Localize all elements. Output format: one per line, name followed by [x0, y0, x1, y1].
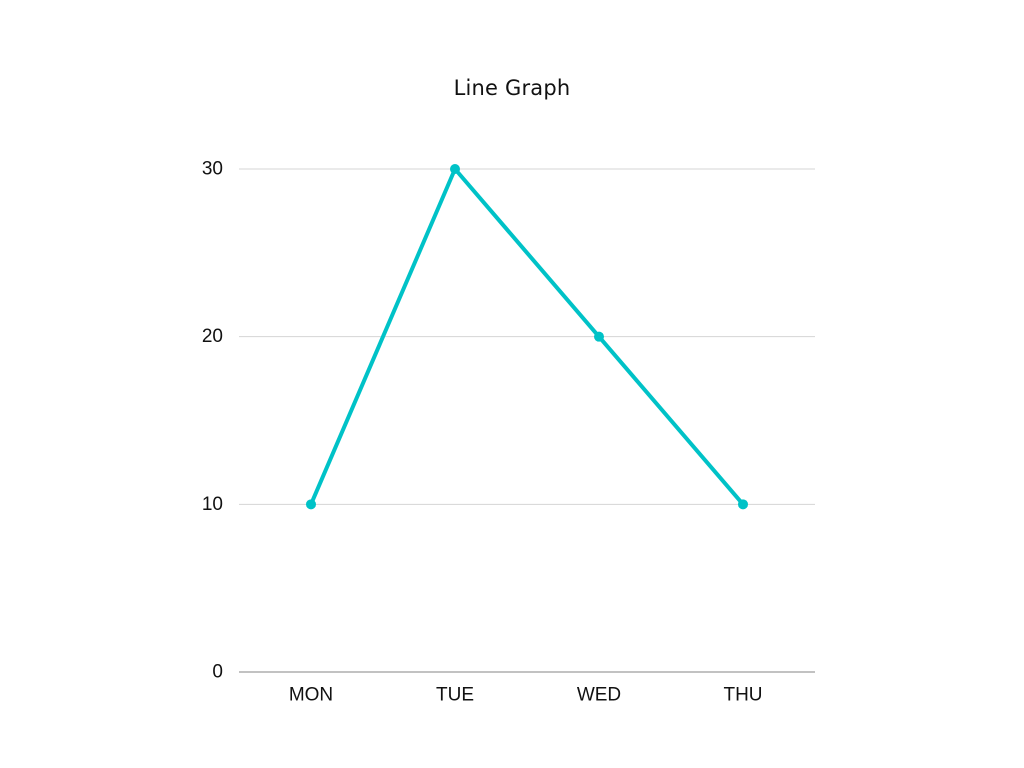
x-tick-label-wed: WED [577, 685, 621, 706]
y-tick-label-10: 10 [202, 494, 223, 515]
series-line-0 [309, 167, 745, 507]
data-point-wed [594, 331, 604, 342]
x-axis-ticks: MON TUE WED THU [289, 685, 763, 706]
data-point-mon [306, 499, 316, 510]
chart-title: Line Graph [453, 76, 571, 100]
x-tick-label-mon: MON [289, 685, 333, 706]
series-layer [306, 164, 748, 510]
y-tick-label-20: 20 [202, 326, 223, 347]
x-tick-label-thu: THU [723, 685, 762, 706]
data-point-thu [738, 499, 748, 510]
data-point-tue [450, 164, 460, 174]
y-tick-label-30: 30 [202, 159, 223, 180]
grid-lines [239, 168, 815, 505]
y-tick-label-0: 0 [212, 662, 223, 683]
y-axis-ticks: 0 10 20 30 [202, 159, 223, 683]
x-tick-label-tue: TUE [436, 685, 474, 706]
